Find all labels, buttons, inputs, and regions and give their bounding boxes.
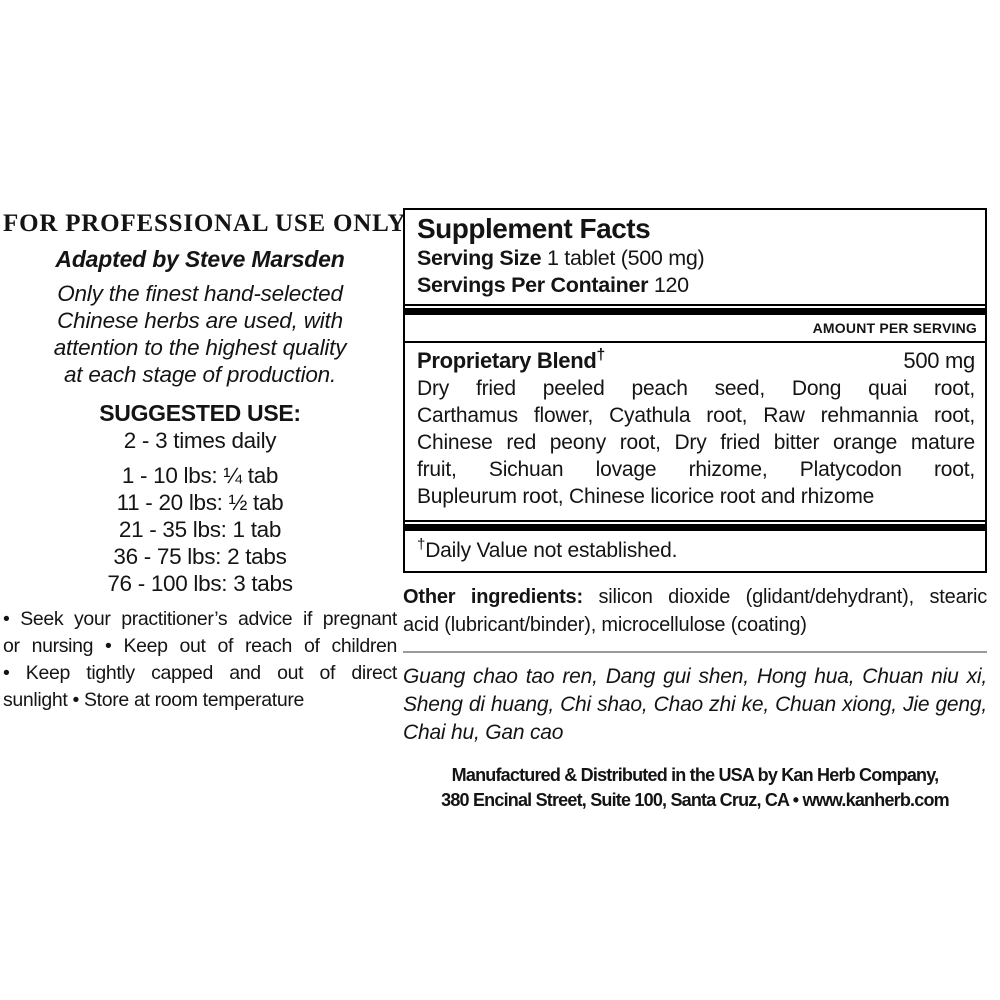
blend-amount: 500 mg [903, 348, 975, 373]
quality-line: attention to the highest quality [53, 335, 347, 360]
quality-line: Chinese herbs are used, with [57, 308, 343, 333]
supplement-facts-header: Supplement Facts Serving Size 1 tablet (… [405, 210, 985, 306]
pinyin-herb-names: Guang chao tao ren, Dang gui shen, Hong … [403, 663, 987, 747]
daily-value-text: Daily Value not established. [425, 539, 678, 562]
pinyin-line: Chai hu, Gan cao [403, 721, 564, 744]
other-ingredients-line: Other ingredients: silicon dioxide (glid… [403, 584, 987, 612]
thick-divider-bar [405, 308, 985, 315]
blend-line: Chinese red peony root, Dry fried bitter… [417, 431, 975, 454]
amount-per-serving-header: AMOUNT PER SERVING [405, 317, 985, 343]
manufacturer-line2: 380 Encinal Street, Suite 100, Santa Cru… [441, 790, 950, 810]
blend-name: Proprietary Blend† [417, 347, 605, 375]
quality-line: Only the finest hand-selected [57, 281, 343, 306]
other-ingredients-line: acid (lubricant/binder), microcellulose … [403, 613, 807, 636]
supplement-facts-box: Supplement Facts Serving Size 1 tablet (… [403, 208, 987, 573]
dose-row: 36 - 75 lbs: 2 tabs [113, 544, 287, 569]
proprietary-blend-section: Proprietary Blend† 500 mg Dry fried peel… [405, 343, 985, 522]
caution-line: sunlight • Store at room temperature [3, 689, 304, 711]
caution-line: or nursing • Keep out of reach of childr… [3, 635, 397, 657]
blend-header-row: Proprietary Blend† 500 mg [417, 347, 975, 375]
manufacturer-line1: Manufactured & Distributed in the USA by… [451, 765, 939, 785]
quality-statement: Only the finest hand-selected Chinese he… [3, 280, 397, 388]
serving-size-value: 1 tablet (500 mg) [546, 246, 705, 270]
blend-line: Dry fried peeled peach seed, Dong quai r… [417, 377, 975, 400]
dagger-icon: † [417, 536, 426, 553]
cautions-text: • Seek your practitioner’s advice if pre… [3, 606, 397, 714]
frequency-text: 2 - 3 times daily [123, 428, 277, 453]
supplement-facts-title: Supplement Facts [417, 213, 651, 244]
dose-row: 1 - 10 lbs: ¼ tab [121, 463, 279, 488]
dagger-icon: † [596, 346, 606, 364]
blend-ingredients: Dry fried peeled peach seed, Dong quai r… [417, 375, 975, 510]
caution-line: • Keep tightly capped and out of direct [3, 662, 397, 684]
professional-use-title: FOR PROFESSIONAL USE ONLY [3, 210, 407, 237]
blend-name-text: Proprietary Blend [417, 348, 597, 373]
caution-line: • Seek your practitioner’s advice if pre… [3, 608, 397, 630]
suggested-use-heading: SUGGESTED USE: [99, 400, 301, 426]
daily-value-note: †Daily Value not established. [405, 533, 985, 571]
thick-divider-bar [405, 524, 985, 531]
blend-line: fruit, Sichuan lovage rhizome, Platycodo… [417, 458, 975, 481]
pinyin-line: Guang chao tao ren, Dang gui shen, Hong … [403, 665, 987, 688]
dose-row: 11 - 20 lbs: ½ tab [116, 490, 284, 515]
dose-table: 1 - 10 lbs: ¼ tab 11 - 20 lbs: ½ tab 21 … [3, 462, 397, 597]
servings-per-container-row: Servings Per Container 120 [417, 272, 975, 299]
servings-per-container-value: 120 [653, 273, 689, 297]
divider-rule [403, 651, 987, 653]
pinyin-line: Sheng di huang, Chi shao, Chao zhi ke, C… [403, 693, 987, 716]
blend-line: Bupleurum root, Chinese licorice root an… [417, 485, 875, 508]
quality-line: at each stage of production. [63, 362, 337, 387]
dose-row: 76 - 100 lbs: 3 tabs [107, 571, 293, 596]
left-panel: FOR PROFESSIONAL USE ONLY Adapted by Ste… [3, 209, 407, 714]
other-ingredients-value: silicon dioxide (glidant/dehydrant), ste… [598, 586, 988, 608]
serving-size-label: Serving Size [417, 246, 542, 270]
servings-per-container-label: Servings Per Container [417, 273, 649, 297]
blend-line: Carthamus flower, Cyathula root, Raw reh… [417, 404, 975, 427]
serving-size-row: Serving Size 1 tablet (500 mg) [417, 245, 975, 272]
byline: Adapted by Steve Marsden [55, 246, 345, 272]
other-ingredients: Other ingredients: silicon dioxide (glid… [403, 584, 987, 639]
other-ingredients-label: Other ingredients: [403, 586, 583, 608]
dose-row: 21 - 35 lbs: 1 tab [118, 517, 282, 542]
right-panel: Supplement Facts Serving Size 1 tablet (… [403, 208, 987, 813]
manufacturer-info: Manufactured & Distributed in the USA by… [403, 763, 987, 813]
